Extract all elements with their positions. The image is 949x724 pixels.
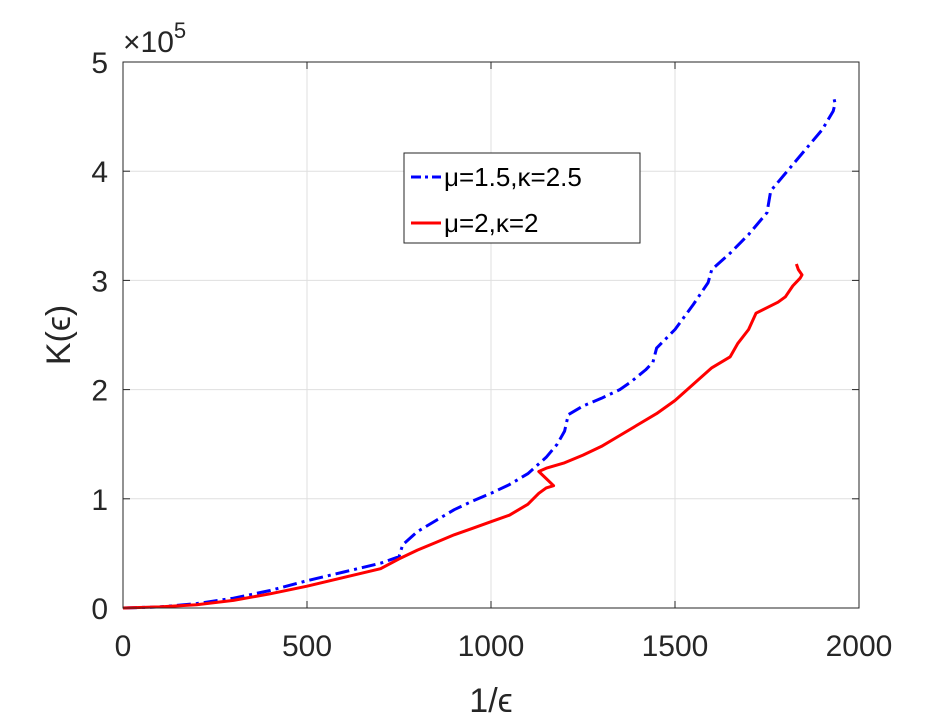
x-axis-label: 1/ϵ (469, 682, 512, 720)
y-tick-label: 0 (91, 593, 108, 626)
series-layer (122, 94, 837, 610)
y-tick-label: 1 (91, 484, 108, 517)
y-exponent-power: 5 (174, 18, 186, 43)
y-tick-label: 2 (91, 375, 108, 408)
y-tick-label: 5 (91, 47, 108, 80)
y-tick-label: 3 (91, 265, 108, 298)
y-exponent-label: ×105 (123, 18, 186, 59)
x-tick-label: 1500 (642, 630, 709, 663)
legend: μ=1.5,κ=2.5 μ=2,κ=2 (403, 152, 641, 244)
x-tick-label: 1000 (458, 630, 525, 663)
x-tick-label: 500 (282, 630, 332, 663)
x-tick-label: 0 (115, 630, 132, 663)
legend-label-series-2: μ=2,κ=2 (444, 208, 539, 238)
series-line-1 (122, 94, 837, 610)
y-axis-label: K(ϵ) (40, 305, 78, 365)
legend-box (403, 152, 641, 244)
ticks: 0 500 1000 1500 2000 0 1 2 3 4 5 (91, 47, 892, 663)
y-exponent-base: ×10 (123, 26, 174, 59)
series-line-2 (122, 263, 804, 610)
x-tick-label: 2000 (826, 630, 893, 663)
y-tick-label: 4 (91, 156, 108, 189)
legend-label-series-1: μ=1.5,κ=2.5 (444, 162, 582, 192)
